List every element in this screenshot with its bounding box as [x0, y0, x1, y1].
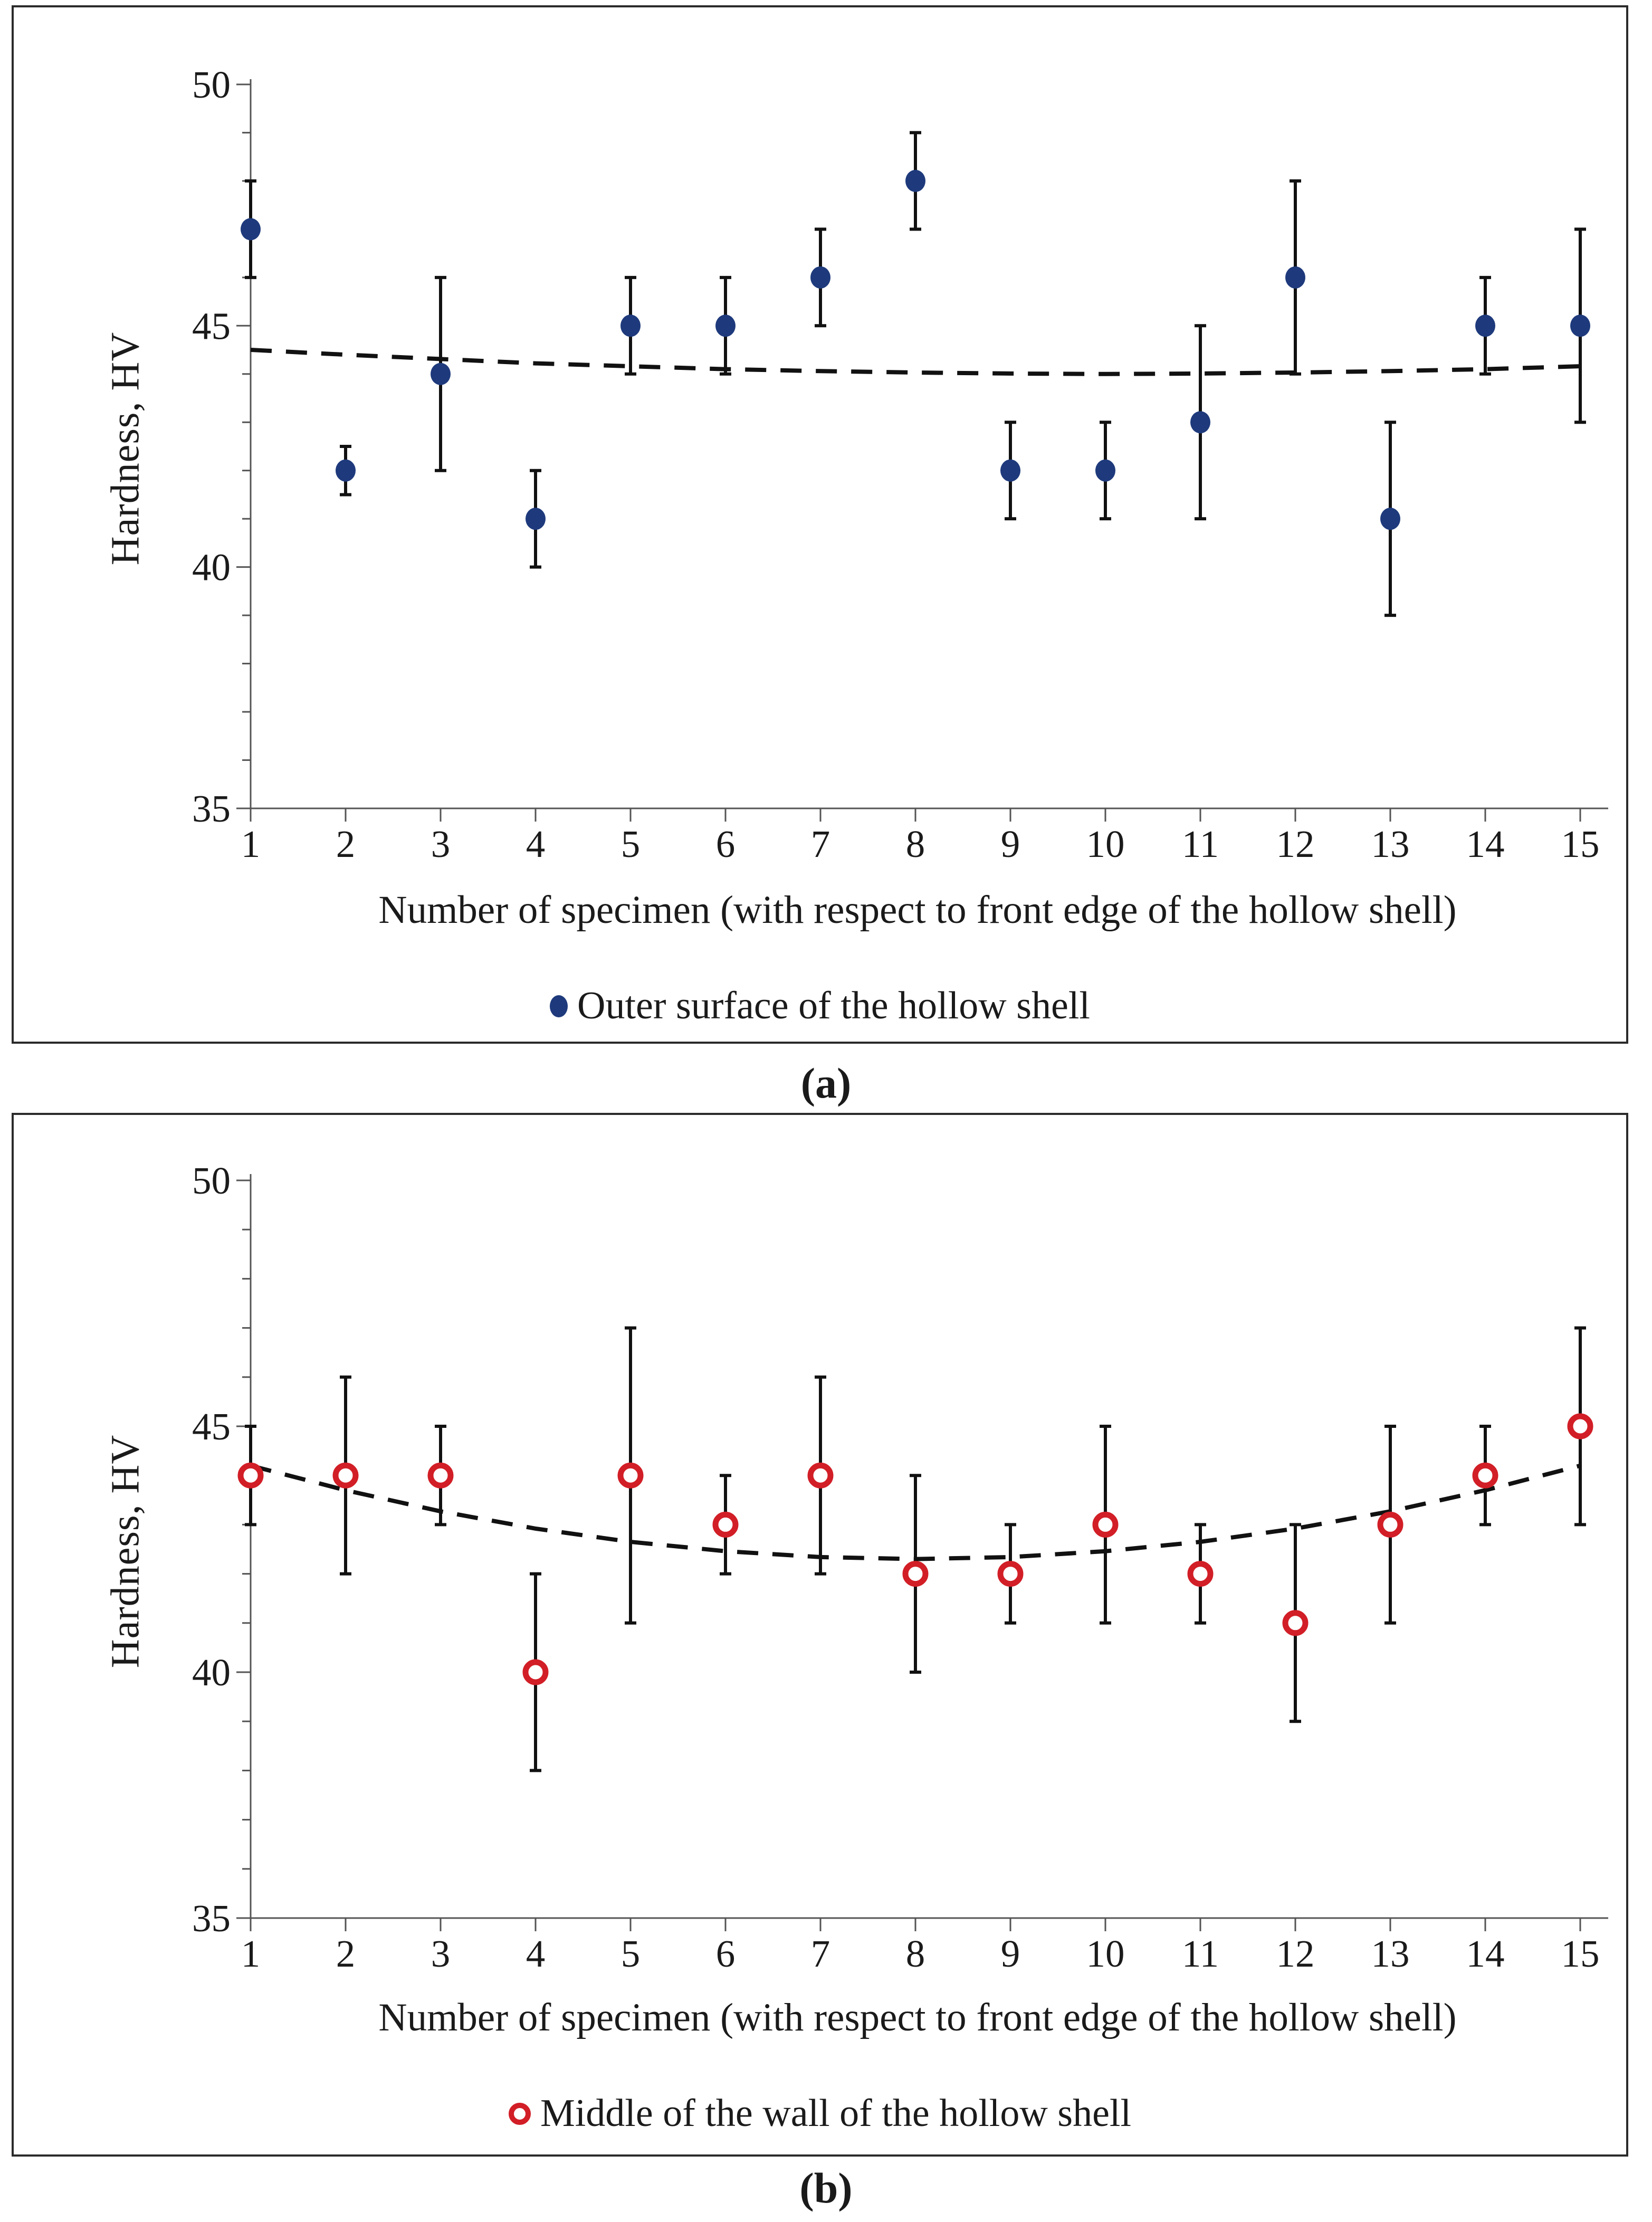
data-point-marker — [620, 314, 641, 337]
x-tick-label: 7 — [811, 823, 830, 865]
data-point-marker — [237, 1462, 264, 1489]
data-point-marker — [1472, 1462, 1498, 1489]
x-tick-label: 15 — [1561, 823, 1600, 865]
x-tick-label: 7 — [811, 1932, 830, 1975]
x-tick-label: 9 — [1001, 1932, 1020, 1975]
data-point-marker — [1282, 1610, 1309, 1636]
data-point-marker — [332, 1462, 359, 1489]
data-point-marker — [807, 1462, 834, 1489]
x-tick-label: 4 — [526, 823, 546, 865]
data-point-marker — [1567, 1413, 1593, 1439]
x-tick-label: 3 — [431, 823, 451, 865]
data-point-marker — [431, 363, 451, 385]
x-tick-label: 8 — [906, 1932, 925, 1975]
data-point-marker — [1092, 1511, 1119, 1538]
y-tick-label: 45 — [192, 304, 231, 347]
data-point-marker — [810, 266, 830, 289]
data-point-marker — [1187, 1561, 1214, 1587]
data-point-marker — [1475, 314, 1495, 337]
data-point-marker — [1095, 459, 1115, 482]
y-tick-label: 35 — [192, 787, 231, 830]
x-tick-label: 6 — [716, 823, 736, 865]
data-point-marker — [427, 1462, 454, 1489]
x-axis-title-a: Number of specimen (with respect to fron… — [378, 888, 1457, 932]
x-tick-label: 1 — [241, 823, 261, 865]
x-tick-label: 14 — [1466, 1932, 1505, 1975]
open-circle-legend-marker — [508, 2102, 531, 2125]
data-point-marker — [1380, 508, 1400, 530]
data-point-marker — [1000, 459, 1020, 482]
x-tick-label: 5 — [621, 1932, 641, 1975]
x-tick-label: 1 — [241, 1932, 261, 1975]
x-tick-label: 15 — [1561, 1932, 1600, 1975]
legend-b: Middle of the wall of the hollow shell — [14, 2091, 1626, 2136]
x-tick-label: 12 — [1276, 823, 1315, 865]
y-tick-label: 40 — [192, 546, 231, 589]
filled-circle-legend-marker — [550, 995, 568, 1017]
data-point-marker — [715, 314, 736, 337]
y-tick-label: 45 — [192, 1405, 231, 1448]
data-point-marker — [1190, 411, 1210, 434]
trend-line — [250, 348, 1581, 376]
legend-label-a: Outer surface of the hollow shell — [577, 984, 1090, 1027]
y-tick-label: 50 — [192, 1159, 231, 1202]
x-tick-label: 3 — [431, 1932, 451, 1975]
data-point-marker — [902, 1561, 929, 1587]
x-tick-label: 13 — [1371, 823, 1410, 865]
x-tick-label: 4 — [526, 1932, 546, 1975]
caption-b: (b) — [799, 2164, 853, 2212]
data-point-marker — [997, 1561, 1024, 1587]
y-axis-title-b: Hardness, HV — [103, 1434, 148, 1668]
data-point-marker — [1377, 1511, 1403, 1538]
x-tick-label: 10 — [1086, 1932, 1125, 1975]
x-tick-label: 14 — [1466, 823, 1505, 865]
data-point-marker — [905, 169, 925, 192]
x-tick-label: 9 — [1001, 823, 1020, 865]
y-tick-label: 50 — [192, 63, 231, 106]
x-axis-title-b: Number of specimen (with respect to fron… — [378, 1996, 1457, 2039]
data-point-marker — [336, 459, 356, 482]
data-point-marker — [1285, 266, 1305, 289]
legend-a: Outer surface of the hollow shell — [14, 984, 1626, 1028]
data-point-marker — [526, 508, 546, 530]
x-tick-label: 2 — [336, 823, 356, 865]
x-tick-label: 11 — [1182, 1932, 1219, 1975]
x-tick-label: 6 — [716, 1932, 736, 1975]
x-tick-label: 11 — [1182, 823, 1219, 865]
x-tick-label: 12 — [1276, 1932, 1315, 1975]
x-tick-label: 13 — [1371, 1932, 1410, 1975]
data-point-marker — [1570, 314, 1590, 337]
x-tick-label: 2 — [336, 1932, 356, 1975]
legend-label-b: Middle of the wall of the hollow shell — [540, 2092, 1132, 2135]
x-tick-label: 8 — [906, 823, 925, 865]
data-point-marker — [712, 1511, 739, 1538]
data-point-marker — [522, 1659, 549, 1685]
x-tick-label: 10 — [1086, 823, 1125, 865]
data-point-marker — [241, 218, 261, 241]
chart-a-panel: 35 40 45 50 1 2 3 4 5 6 7 8 9 10 11 12 13 14 15 Hardness, … — [12, 5, 1628, 1044]
y-axis-title-a: Hardness, HV — [103, 331, 148, 566]
x-tick-label: 5 — [621, 823, 641, 865]
y-tick-label: 35 — [192, 1897, 231, 1940]
y-tick-label: 40 — [192, 1651, 231, 1694]
caption-a: (a) — [800, 1059, 852, 1107]
data-point-marker — [617, 1462, 644, 1489]
chart-b-panel: 35 40 45 50 1 2 3 4 5 6 7 8 9 10 11 12 13 14 15 Hardness, … — [12, 1113, 1628, 2157]
